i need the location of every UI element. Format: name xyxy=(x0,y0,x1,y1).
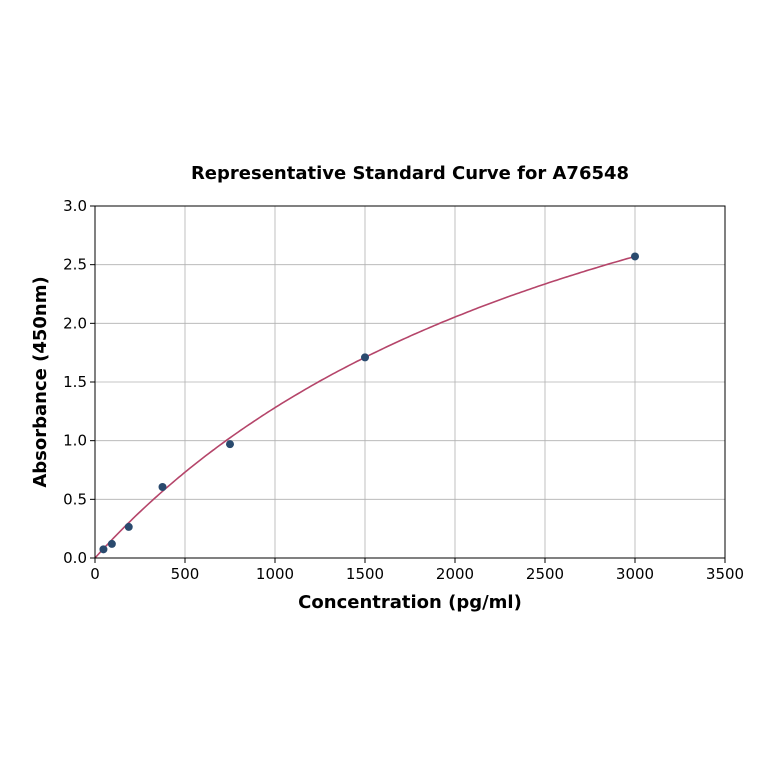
y-tick-label: 0.5 xyxy=(63,490,87,508)
plot-frame xyxy=(94,205,726,559)
data-point xyxy=(158,483,167,492)
data-point xyxy=(124,522,133,531)
x-tick-label: 2500 xyxy=(526,565,564,583)
data-point xyxy=(631,252,639,261)
y-tick-label: 0.0 xyxy=(63,549,87,567)
x-tick-label: 500 xyxy=(171,565,200,583)
y-axis-label: Absorbance (450nm) xyxy=(30,276,51,487)
data-point xyxy=(107,539,116,548)
x-tick-label: 0 xyxy=(90,565,100,583)
x-tick-label: 3000 xyxy=(616,565,654,583)
data-point xyxy=(226,440,234,449)
y-tick-label: 1.5 xyxy=(63,373,87,391)
x-tick-label: 1500 xyxy=(346,565,384,583)
axis-ticks: 0 500 1000 1500 2000 2500 3000 3500 0.0 0.5 1.0 1.5… xyxy=(63,197,744,583)
y-tick-label: 2.5 xyxy=(63,256,87,274)
x-tick-label: 2000 xyxy=(436,565,474,583)
y-tick-label: 2.0 xyxy=(63,314,87,332)
y-tick-label: 3.0 xyxy=(63,197,87,215)
x-axis-label: Concentration (pg/ml) xyxy=(298,592,522,613)
x-tick-label: 3500 xyxy=(706,565,744,583)
x-tick-label: 1000 xyxy=(256,565,294,583)
y-tick-label: 1.0 xyxy=(63,432,87,450)
data-point xyxy=(99,545,108,554)
data-points xyxy=(99,252,639,554)
grid xyxy=(94,205,726,559)
data-point xyxy=(361,353,369,362)
chart-title: Representative Standard Curve for A76548 xyxy=(191,163,629,184)
